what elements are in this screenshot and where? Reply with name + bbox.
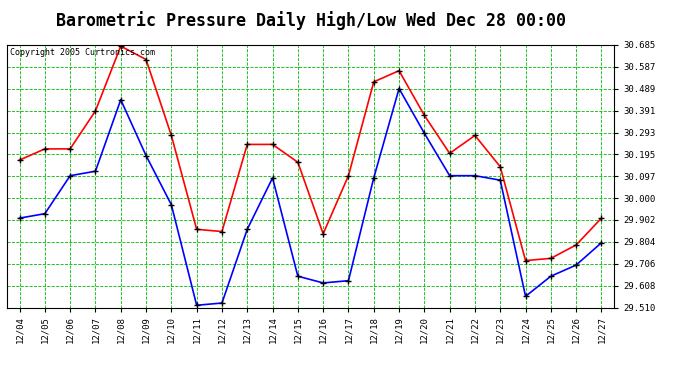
Text: Copyright 2005 Curtronics.com: Copyright 2005 Curtronics.com: [10, 48, 155, 57]
Text: Barometric Pressure Daily High/Low Wed Dec 28 00:00: Barometric Pressure Daily High/Low Wed D…: [55, 11, 566, 30]
